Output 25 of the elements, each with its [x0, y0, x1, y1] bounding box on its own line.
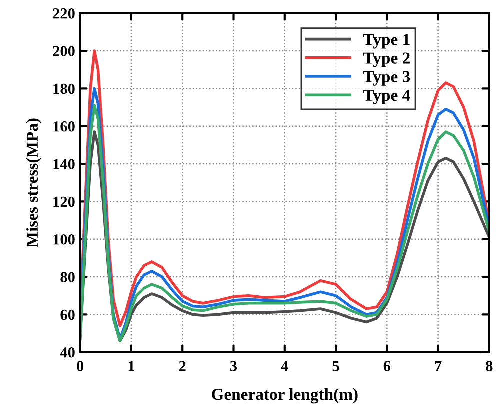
- x-tick-label: 8: [486, 361, 493, 372]
- y-tick-label: 140: [54, 159, 75, 170]
- legend-label: Type 4: [364, 90, 410, 105]
- legend-label: Type 2: [364, 52, 410, 68]
- y-tick-label: 100: [54, 234, 75, 245]
- x-tick-label: 2: [179, 361, 186, 372]
- y-tick-label: 200: [53, 46, 75, 56]
- y-tick-label: 60: [60, 310, 75, 320]
- x-tick-label: 7: [435, 361, 442, 372]
- y-tick-label: 180: [54, 84, 75, 94]
- y-tick-label: 220: [53, 8, 75, 19]
- legend-label: Type 3: [364, 71, 410, 86]
- x-tick-label: 4: [281, 361, 288, 372]
- y-tick-label: 40: [60, 347, 75, 358]
- x-tick-label: 3: [230, 361, 238, 372]
- y-tick-label: 160: [54, 122, 75, 132]
- y-axis-title: Mises stress(MPa): [26, 118, 42, 248]
- x-tick-label: 0: [77, 361, 84, 372]
- y-tick-label: 120: [54, 196, 75, 208]
- y-tick-label: 80: [60, 272, 75, 282]
- legend-label: Type 1: [364, 34, 410, 49]
- x-axis-title: Generator length(m): [212, 388, 358, 404]
- x-tick-label: 6: [384, 361, 391, 372]
- x-tick-label: 1: [128, 361, 134, 372]
- x-tick-label: 5: [332, 361, 340, 372]
